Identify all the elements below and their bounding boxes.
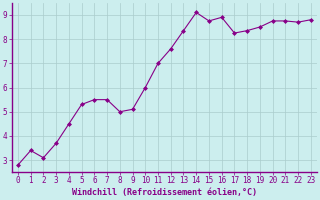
X-axis label: Windchill (Refroidissement éolien,°C): Windchill (Refroidissement éolien,°C): [72, 188, 257, 197]
